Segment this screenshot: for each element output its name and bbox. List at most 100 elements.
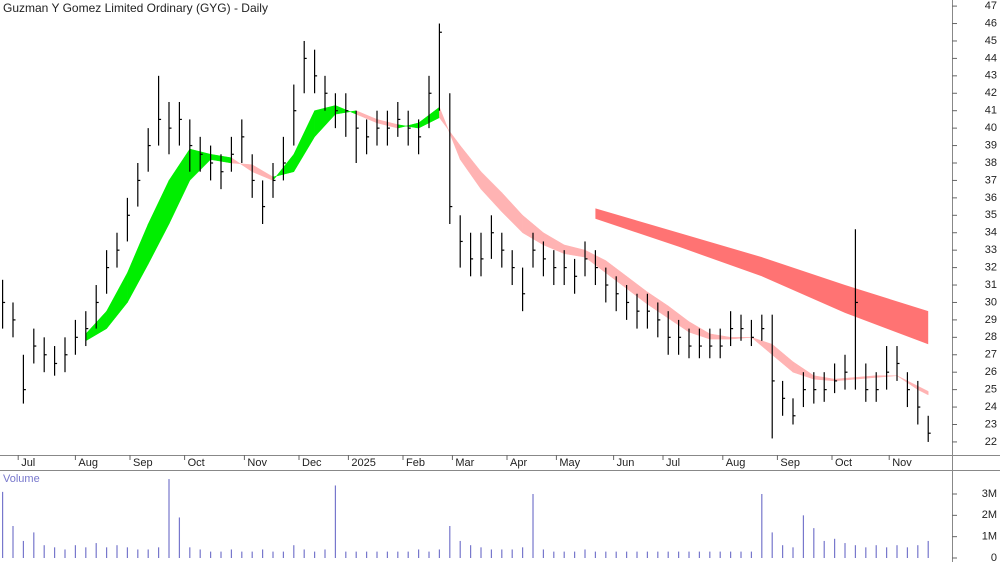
x-tick-label: Oct xyxy=(188,457,205,469)
volume-bar xyxy=(314,551,316,558)
volume-bar xyxy=(33,532,35,558)
volume-bar xyxy=(397,551,399,558)
x-tick-label: 2025 xyxy=(351,457,375,469)
volume-bar xyxy=(750,551,753,558)
volume-bar xyxy=(802,515,805,558)
volume-bar xyxy=(875,545,877,558)
volume-bar xyxy=(282,551,285,558)
volume-bar xyxy=(542,549,545,558)
volume-bar xyxy=(178,517,181,558)
y-tick-label: 26 xyxy=(985,366,997,378)
volume-bar xyxy=(605,551,607,558)
volume-bar xyxy=(688,551,690,558)
volume-bar xyxy=(449,526,451,558)
y-tick-label: 45 xyxy=(985,35,997,47)
volume-bar xyxy=(594,551,597,558)
y-tick-label: 27 xyxy=(985,349,997,361)
volume-bar xyxy=(459,540,461,558)
x-tick-label: May xyxy=(559,457,580,469)
volume-bar xyxy=(886,547,888,558)
x-tick-label: Sep xyxy=(133,457,153,469)
volume-bar xyxy=(95,543,97,558)
volume-bar xyxy=(740,551,742,558)
volume-bar xyxy=(917,545,919,558)
volume-bar xyxy=(823,540,825,558)
volume-bar xyxy=(106,547,108,558)
volume-bar xyxy=(834,538,836,558)
x-tick-label: Jul xyxy=(666,457,680,469)
y-tick-label: 40 xyxy=(985,122,997,134)
y-tick-label: 32 xyxy=(985,262,997,274)
y-tick-label: 36 xyxy=(985,192,997,204)
volume-bar xyxy=(480,547,482,558)
volume-bar xyxy=(220,551,222,558)
volume-bar xyxy=(761,494,763,558)
volume-bar xyxy=(854,545,857,558)
volume-bar xyxy=(501,549,503,558)
volume-bar xyxy=(906,547,909,558)
y-tick-label: 47 xyxy=(985,0,997,12)
volume-bar xyxy=(147,549,149,558)
volume-bar xyxy=(262,549,264,558)
y-tick-label: 23 xyxy=(985,418,997,430)
y-tick-label: 34 xyxy=(985,227,997,239)
x-tick-label: Aug xyxy=(78,457,98,469)
volume-bar xyxy=(730,551,732,558)
volume-bar xyxy=(563,551,565,558)
y-tick-label: 42 xyxy=(985,87,997,99)
volume-bar xyxy=(189,547,191,558)
y-tick-label: 28 xyxy=(985,331,997,343)
y-tick-label: 30 xyxy=(985,296,997,308)
volume-bar xyxy=(2,491,4,558)
volume-bar xyxy=(126,547,129,558)
y-tick-label: 33 xyxy=(985,244,997,256)
volume-bar xyxy=(522,547,524,558)
volume-bar xyxy=(272,551,274,558)
volume-bar xyxy=(678,551,680,558)
y-tick-label: 41 xyxy=(985,105,997,117)
y-tick-label: 1M xyxy=(982,531,997,543)
volume-bar xyxy=(158,547,160,558)
volume-bar xyxy=(345,551,347,558)
volume-bar xyxy=(927,540,929,558)
y-tick-label: 2M xyxy=(982,509,997,521)
volume-bar xyxy=(12,526,14,558)
volume-bar xyxy=(709,551,711,558)
volume-bar xyxy=(116,545,118,558)
x-tick-label: Nov xyxy=(892,457,912,469)
y-tick-label: 43 xyxy=(985,70,997,82)
volume-bar xyxy=(376,551,378,558)
volume-bar xyxy=(64,549,66,558)
volume-bar xyxy=(22,540,25,558)
y-tick-label: 0 xyxy=(991,552,997,562)
volume-bar xyxy=(553,551,555,558)
volume-bar xyxy=(54,547,56,558)
volume-bar xyxy=(366,551,368,558)
volume-bar xyxy=(251,551,253,558)
volume-bar xyxy=(574,551,576,558)
x-tick-label: Aug xyxy=(726,457,746,469)
volume-bar xyxy=(490,549,493,558)
volume-bar xyxy=(667,551,669,558)
volume-bar xyxy=(334,485,337,558)
y-tick-label: 35 xyxy=(985,209,997,221)
x-tick-label: Oct xyxy=(835,457,852,469)
volume-bar xyxy=(646,551,649,558)
volume-bar xyxy=(511,549,513,558)
volume-bar xyxy=(813,528,815,558)
y-tick-label: 22 xyxy=(985,436,997,448)
volume-bar xyxy=(615,551,617,558)
volume-bar xyxy=(386,551,389,558)
volume-bar xyxy=(407,551,409,558)
x-tick-label: Jul xyxy=(21,457,35,469)
y-tick-label: 37 xyxy=(985,174,997,186)
volume-bar xyxy=(355,551,357,558)
volume-bar xyxy=(792,547,794,558)
volume-title: Volume xyxy=(3,473,40,485)
volume-bar xyxy=(74,545,77,558)
x-tick-label: Feb xyxy=(406,457,425,469)
y-tick-label: 24 xyxy=(985,401,997,413)
y-tick-label: 29 xyxy=(985,314,997,326)
volume-bar xyxy=(584,549,586,558)
